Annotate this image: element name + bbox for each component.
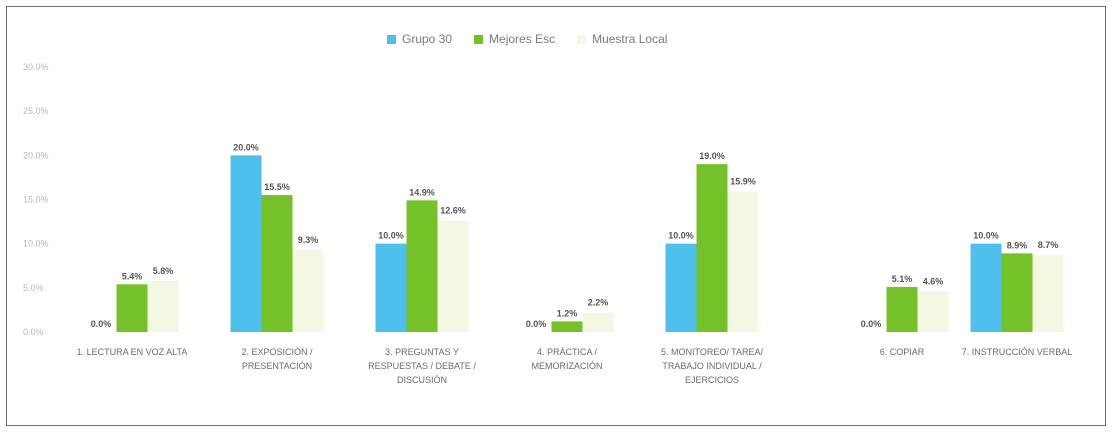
bar bbox=[261, 195, 293, 332]
legend-swatch-muestra-local bbox=[577, 34, 587, 44]
y-tick-label: 20.0% bbox=[23, 150, 49, 160]
bar bbox=[406, 200, 438, 332]
legend-item-mejores-esc: Mejores Esc bbox=[474, 32, 555, 46]
data-label: 1.2% bbox=[557, 308, 578, 318]
x-tick-label: 5. MONITOREO/ TAREA/TRABAJO INDIVIDUAL /… bbox=[661, 347, 764, 385]
bar bbox=[147, 280, 179, 332]
y-tick-label: 10.0% bbox=[23, 239, 49, 249]
y-tick-label: 0.0% bbox=[23, 327, 44, 337]
data-label: 8.7% bbox=[1038, 240, 1059, 250]
bar bbox=[1032, 255, 1064, 332]
x-tick-label: 7. INSTRUCCIÓN VERBAL bbox=[962, 347, 1073, 357]
legend-item-grupo-30: Grupo 30 bbox=[387, 32, 452, 46]
data-label: 10.0% bbox=[973, 231, 999, 241]
data-label: 10.0% bbox=[668, 231, 694, 241]
legend-label-grupo-30: Grupo 30 bbox=[402, 32, 453, 46]
data-label: 5.1% bbox=[892, 274, 913, 284]
data-label: 4.6% bbox=[923, 276, 944, 286]
data-label: 0.0% bbox=[91, 319, 112, 329]
bar bbox=[696, 164, 728, 332]
data-label: 5.8% bbox=[153, 266, 174, 276]
legend-label-mejores-esc: Mejores Esc bbox=[489, 32, 556, 46]
data-label: 15.5% bbox=[264, 182, 290, 192]
bar bbox=[727, 191, 759, 332]
data-label: 15.9% bbox=[730, 177, 756, 187]
bar-chart: 0.0% 5.0% 10.0% 15.0% 20.0% 25.0% 30.0% 0.0% 20.… bbox=[23, 62, 1073, 385]
data-label: 20.0% bbox=[233, 142, 259, 152]
bar bbox=[230, 155, 262, 332]
bar bbox=[1001, 253, 1033, 332]
bar bbox=[886, 286, 918, 332]
bar bbox=[551, 321, 583, 332]
data-label: 14.9% bbox=[409, 187, 435, 197]
legend-swatch-mejores-esc bbox=[474, 34, 484, 44]
data-label: 10.0% bbox=[378, 231, 404, 241]
y-tick-label: 5.0% bbox=[23, 283, 44, 293]
y-tick-label: 25.0% bbox=[23, 106, 49, 116]
legend-swatch-grupo-30 bbox=[387, 34, 396, 44]
data-label: 0.0% bbox=[861, 319, 882, 329]
data-label: 9.3% bbox=[298, 235, 319, 245]
legend-label-muestra-local: Muestra Local bbox=[592, 32, 668, 46]
data-label: 8.9% bbox=[1007, 240, 1028, 250]
legend: Grupo 30 Mejores Esc Muestra Local bbox=[387, 29, 667, 49]
data-label: 0.0% bbox=[526, 319, 547, 329]
y-tick-label: 30.0% bbox=[23, 62, 49, 72]
bar bbox=[917, 291, 949, 332]
bar bbox=[116, 284, 148, 332]
x-tick-label: 4. PRÁCTICA / MEMORIZACIÓN bbox=[532, 347, 603, 371]
x-tick-label: 2. EXPOSICIÓN / PRESENTACIÓN bbox=[241, 347, 313, 371]
x-tick-label: 6. COPIAR bbox=[880, 347, 925, 357]
bar bbox=[970, 243, 1002, 332]
x-tick-label: 3. PREGUNTAS Y RESPUESTAS / DEBATE / DISCU… bbox=[368, 347, 476, 385]
bar bbox=[665, 243, 697, 332]
data-label: 5.4% bbox=[122, 271, 143, 281]
bar bbox=[437, 220, 469, 332]
bar bbox=[582, 312, 614, 332]
data-label: 19.0% bbox=[699, 151, 725, 161]
data-label: 12.6% bbox=[440, 206, 466, 216]
y-tick-label: 15.0% bbox=[23, 195, 49, 205]
chart-frame: Grupo 30 Mejores Esc Muestra Local 0.0% 5… bbox=[6, 6, 1106, 426]
x-tick-label: 1. LECTURA EN VOZ ALTA bbox=[77, 347, 188, 357]
data-label: 2.2% bbox=[588, 298, 609, 308]
legend-item-muestra-local: Muestra Local bbox=[577, 32, 667, 46]
bar bbox=[292, 249, 324, 332]
bar bbox=[375, 243, 407, 332]
